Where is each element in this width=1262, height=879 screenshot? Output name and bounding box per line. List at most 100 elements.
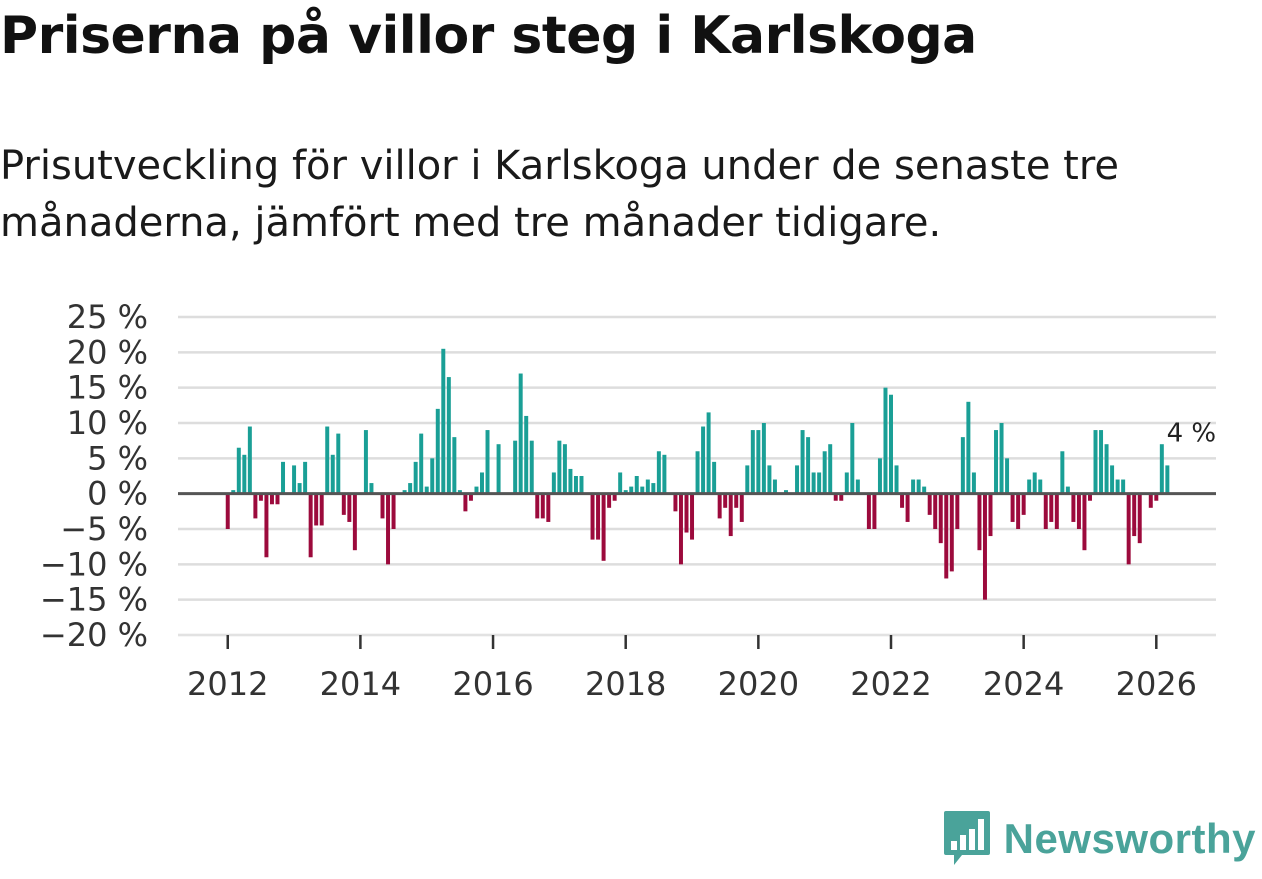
bar-positive bbox=[363, 430, 368, 494]
bar-positive bbox=[297, 483, 302, 494]
bar-positive bbox=[1165, 465, 1170, 494]
bar-negative bbox=[728, 493, 733, 537]
bar-positive bbox=[883, 387, 888, 494]
bar-negative bbox=[717, 493, 722, 519]
bar-positive bbox=[419, 433, 424, 494]
bar-negative bbox=[938, 493, 943, 544]
y-tick-label: −15 % bbox=[40, 581, 148, 619]
bar-positive bbox=[485, 430, 490, 494]
bar-negative bbox=[253, 493, 258, 519]
bar-negative bbox=[1021, 493, 1026, 515]
bar-positive bbox=[231, 490, 236, 494]
bar-positive bbox=[457, 490, 462, 494]
bar-positive bbox=[828, 444, 833, 494]
bar-positive bbox=[656, 451, 661, 494]
bar-positive bbox=[911, 479, 916, 494]
bar-positive bbox=[922, 486, 927, 494]
bar-positive bbox=[701, 426, 706, 494]
bar-negative bbox=[905, 493, 910, 522]
bar-negative bbox=[944, 493, 949, 579]
bar-positive bbox=[877, 458, 882, 494]
bar-positive bbox=[562, 444, 567, 494]
x-tick-label: 2024 bbox=[983, 665, 1064, 703]
bar-positive bbox=[1038, 479, 1043, 494]
bar-negative bbox=[258, 493, 263, 501]
x-tick-label: 2016 bbox=[452, 665, 533, 703]
bar-negative bbox=[933, 493, 938, 529]
bar-positive bbox=[452, 437, 457, 494]
bar-negative bbox=[900, 493, 905, 508]
bar-positive bbox=[1159, 444, 1164, 494]
bar-negative bbox=[264, 493, 269, 558]
bar-negative bbox=[678, 493, 683, 565]
bars bbox=[225, 348, 1170, 600]
bar-positive bbox=[695, 451, 700, 494]
bar-positive bbox=[529, 440, 534, 494]
y-axis-labels: 25 %20 %15 %10 %5 %0 %−5 %−10 %−15 %−20 … bbox=[40, 298, 148, 654]
bar-positive bbox=[524, 415, 529, 494]
y-tick-label: 5 % bbox=[87, 439, 148, 477]
y-tick-label: 0 % bbox=[87, 475, 148, 513]
bar-positive bbox=[889, 394, 893, 494]
bar-positive bbox=[424, 486, 429, 494]
bar-positive bbox=[1032, 472, 1037, 494]
bar-positive bbox=[772, 479, 777, 494]
bar-negative bbox=[590, 493, 595, 540]
bar-negative bbox=[1049, 493, 1054, 522]
x-tick-label: 2018 bbox=[585, 665, 666, 703]
bar-negative bbox=[1148, 493, 1153, 508]
bar-negative bbox=[386, 493, 391, 565]
bar-positive bbox=[916, 479, 921, 494]
bar-negative bbox=[596, 493, 601, 540]
bar-positive bbox=[292, 465, 297, 494]
bar-positive bbox=[1065, 486, 1070, 494]
bar-negative bbox=[607, 493, 612, 508]
y-tick-label: 15 % bbox=[67, 369, 148, 407]
bar-negative bbox=[225, 493, 230, 529]
bar-positive bbox=[817, 472, 822, 494]
bar-positive bbox=[971, 472, 976, 494]
bar-negative bbox=[1082, 493, 1087, 551]
bar-positive bbox=[999, 423, 1004, 494]
bar-positive bbox=[557, 440, 562, 494]
bar-positive bbox=[573, 476, 578, 494]
bar-positive bbox=[623, 490, 628, 494]
bar-positive bbox=[579, 476, 584, 494]
bar-negative bbox=[540, 493, 545, 519]
bar-negative bbox=[308, 493, 313, 558]
bar-negative bbox=[927, 493, 932, 515]
bar-positive bbox=[1093, 430, 1098, 494]
bar-negative bbox=[739, 493, 744, 522]
bar-negative bbox=[1010, 493, 1015, 522]
bar-positive bbox=[640, 486, 645, 494]
brand-logo: Newsworthy bbox=[942, 809, 1256, 869]
bar-negative bbox=[734, 493, 739, 508]
bar-positive bbox=[1121, 479, 1126, 494]
annotations: 4 % bbox=[1167, 418, 1217, 448]
y-tick-label: −5 % bbox=[60, 510, 148, 548]
bar-negative bbox=[347, 493, 352, 522]
bar-positive bbox=[761, 423, 766, 494]
bar-positive bbox=[408, 483, 413, 494]
bar-negative bbox=[673, 493, 678, 512]
bar-positive bbox=[1110, 465, 1115, 494]
x-tick-label: 2020 bbox=[718, 665, 799, 703]
bar-negative bbox=[1126, 493, 1131, 565]
bar-positive bbox=[850, 423, 855, 494]
bar-negative bbox=[1132, 493, 1137, 537]
bar-positive bbox=[413, 461, 418, 494]
bar-positive bbox=[822, 451, 827, 494]
bar-positive bbox=[446, 377, 451, 494]
bar-negative bbox=[1087, 493, 1092, 501]
bar-negative bbox=[866, 493, 871, 529]
bar-positive bbox=[441, 348, 446, 494]
bar-negative bbox=[988, 493, 993, 537]
bar-negative bbox=[269, 493, 274, 505]
bar-positive bbox=[480, 472, 484, 494]
bar-negative bbox=[341, 493, 346, 515]
bar-positive bbox=[1005, 458, 1010, 494]
bar-positive bbox=[1115, 479, 1120, 494]
bar-negative bbox=[380, 493, 385, 519]
bar-positive bbox=[745, 465, 750, 494]
bar-positive bbox=[966, 401, 971, 494]
